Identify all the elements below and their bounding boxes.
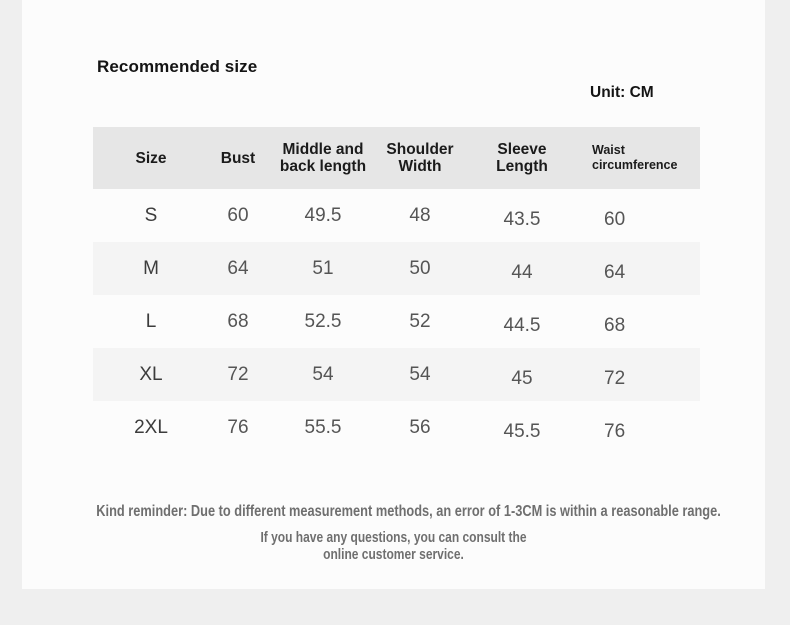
shoulder-width-value: 52 xyxy=(409,310,431,332)
waist-circumference-value: 68 xyxy=(604,314,626,336)
column-header-sleeve-length: Sleeve Length xyxy=(496,141,548,175)
shoulder-width-value: 56 xyxy=(409,416,431,438)
sleeve-length-value: 44.5 xyxy=(503,314,541,336)
page-title: Recommended size xyxy=(97,57,258,76)
table-row-2xl: 2XL 76 55.5 56 45.5 76 xyxy=(93,401,700,454)
bust-value: 72 xyxy=(227,363,249,385)
shoulder-width-value: 48 xyxy=(409,204,431,226)
middle-back-length-value: 51 xyxy=(312,257,334,279)
middle-back-length-value: 49.5 xyxy=(304,204,342,226)
kind-reminder: Kind reminder: Due to different measurem… xyxy=(22,503,765,563)
waist-circumference-value: 60 xyxy=(604,208,626,230)
sleeve-length-value: 45 xyxy=(511,367,533,389)
column-header-middle-back-length: Middle and back length xyxy=(279,141,367,175)
column-header-bust: Bust xyxy=(220,149,256,167)
table-header-row: Size Bust Middle and back length Shoulde… xyxy=(93,127,700,189)
size-label: 2XL xyxy=(134,416,168,438)
size-chart-card: Recommended size Unit: CM Size Bust Midd… xyxy=(22,0,765,589)
column-header-waist-circumference: Waist circumference xyxy=(592,143,678,172)
table-row-xl: XL 72 54 54 45 72 xyxy=(93,348,700,401)
reminder-line-1: Kind reminder: Due to different measurem… xyxy=(96,503,721,520)
shoulder-width-value: 54 xyxy=(409,363,431,385)
bust-value: 64 xyxy=(227,257,249,279)
unit-label: Unit: CM xyxy=(590,84,654,101)
reminder-line-3: online customer service. xyxy=(323,546,464,563)
middle-back-length-value: 55.5 xyxy=(304,416,342,438)
size-label: S xyxy=(144,204,158,226)
middle-back-length-value: 54 xyxy=(312,363,334,385)
sleeve-length-value: 44 xyxy=(511,261,533,283)
waist-circumference-value: 72 xyxy=(604,367,626,389)
column-header-size: Size xyxy=(135,149,167,167)
table-row-l: L 68 52.5 52 44.5 68 xyxy=(93,295,700,348)
sleeve-length-value: 43.5 xyxy=(503,208,541,230)
bust-value: 60 xyxy=(227,204,249,226)
sleeve-length-value: 45.5 xyxy=(503,420,541,442)
reminder-line-2: If you have any questions, you can consu… xyxy=(260,529,527,546)
middle-back-length-value: 52.5 xyxy=(304,310,342,332)
size-label: M xyxy=(143,257,159,279)
size-label: L xyxy=(145,310,157,332)
bust-value: 68 xyxy=(227,310,249,332)
table-row-m: M 64 51 50 44 64 xyxy=(93,242,700,295)
shoulder-width-value: 50 xyxy=(409,257,431,279)
table-row-s: S 60 49.5 48 43.5 60 xyxy=(93,189,700,242)
size-label: XL xyxy=(139,363,163,385)
column-header-shoulder-width: Shoulder Width xyxy=(386,141,454,175)
waist-circumference-value: 64 xyxy=(604,261,626,283)
size-table: Size Bust Middle and back length Shoulde… xyxy=(93,127,700,454)
waist-circumference-value: 76 xyxy=(604,420,626,442)
bust-value: 76 xyxy=(227,416,249,438)
